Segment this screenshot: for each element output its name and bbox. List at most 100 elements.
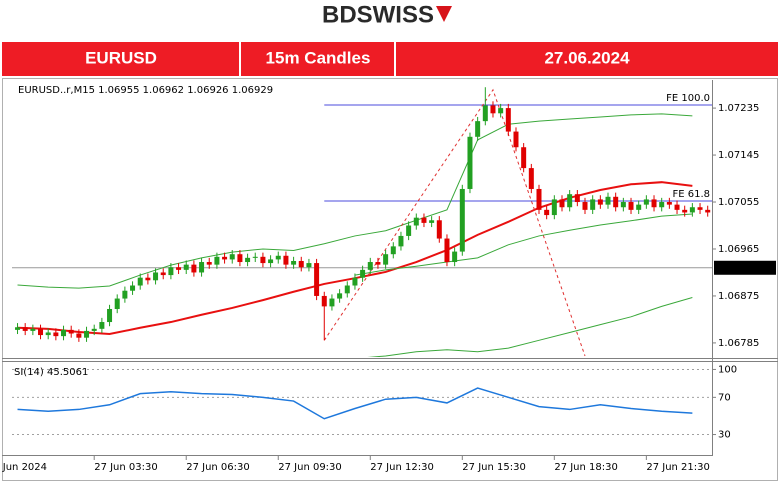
logo: BDSWISS [322, 1, 434, 28]
y-tick-label: 1.06785 [718, 338, 759, 349]
chart-info: EURUSD..r,M15 1.06955 1.06962 1.06926 1.… [18, 85, 273, 96]
candle-body [436, 220, 442, 239]
x-tick-label: 27 Jun 18:30 [554, 462, 618, 473]
candle-body [360, 269, 366, 278]
candle-body [352, 277, 358, 286]
rsi-plot [12, 368, 712, 436]
candle-body [467, 136, 473, 189]
y-tick-label: 1.07235 [718, 103, 759, 114]
candle-body [245, 257, 251, 263]
y-tick-label: 70 [718, 392, 731, 403]
candle-body [689, 207, 695, 213]
candle-body [199, 262, 205, 273]
candle-body [643, 199, 649, 205]
candle-body [367, 262, 373, 270]
candle-body [130, 285, 136, 291]
x-tick-label: 27 Jun 2024 [0, 462, 47, 473]
candle-body [107, 308, 113, 323]
candle-body [498, 108, 504, 114]
candle-body [344, 285, 350, 294]
candle-body [666, 202, 672, 205]
candle-body [590, 199, 596, 210]
candle-body [206, 262, 212, 265]
indicator-line [354, 213, 693, 276]
candle-body [91, 328, 97, 331]
candle-body [651, 199, 657, 208]
candle-body [237, 254, 243, 263]
candle-body [183, 264, 189, 270]
candle-body [99, 322, 105, 329]
candle-body [582, 202, 588, 210]
candle-body [329, 298, 335, 307]
candle-body [68, 329, 74, 334]
candle-body [505, 108, 511, 132]
candle-body [222, 256, 228, 260]
candle-body [214, 256, 220, 265]
candle-body [38, 328, 44, 336]
bid-box [714, 260, 776, 275]
y-tick-label: 100 [718, 364, 737, 375]
fibo-line [323, 88, 586, 357]
candle-body [406, 225, 412, 236]
rsi-title: SI(14) 45.5061 [14, 367, 88, 378]
x-tick-label: 27 Jun 15:30 [462, 462, 526, 473]
fe-label: FE 61.8 [672, 189, 710, 200]
candle-body [298, 260, 304, 268]
price-plot: FE 100.0 FE 61.8 [12, 87, 712, 357]
candle-body [697, 207, 703, 210]
candle-body [567, 194, 573, 208]
candle-body [528, 168, 534, 189]
x-tick-label: 27 Jun 09:30 [278, 462, 342, 473]
x-tick-label: 27 Jun 06:30 [186, 462, 250, 473]
frame [2, 78, 778, 481]
candle-body [521, 147, 527, 169]
candle-body [605, 196, 611, 205]
candle-body [490, 105, 496, 114]
candle-body [551, 199, 557, 216]
candle-body [45, 332, 51, 336]
candle-body [61, 329, 67, 337]
candle-body [452, 251, 458, 263]
candle-body [390, 246, 396, 255]
bid-label: 1.06929 [718, 263, 759, 274]
candle-body [160, 272, 166, 276]
candle-body [574, 194, 580, 203]
candle-body [597, 199, 603, 205]
candle-body [536, 188, 542, 210]
candle-body [613, 196, 619, 208]
candle-body [513, 131, 519, 148]
logo-icon [436, 6, 452, 22]
candle-body [398, 235, 404, 247]
x-tick-label: 27 Jun 03:30 [94, 462, 158, 473]
candle-body [122, 290, 128, 299]
candle-body [229, 254, 235, 260]
candle-body [314, 263, 320, 296]
fe-label: FE 100.0 [666, 93, 710, 104]
candle-body [76, 333, 82, 338]
candle-body [413, 217, 419, 226]
candle-body [291, 260, 297, 265]
candle-body [705, 209, 711, 213]
candle-body [636, 204, 642, 210]
candle-body [659, 202, 665, 208]
header-cell: 27.06.2024 [544, 48, 630, 67]
candle-body [168, 267, 174, 276]
candle-body [84, 330, 90, 338]
candle-body [337, 293, 343, 299]
candle-body [482, 105, 488, 122]
candle-body [429, 220, 435, 223]
candle-body [628, 202, 634, 210]
candle-body [260, 256, 266, 264]
candle-body [145, 277, 151, 281]
candle-body [682, 209, 688, 213]
candle-body [176, 267, 182, 270]
y-tick-label: 1.07055 [718, 197, 759, 208]
y-tick-label: 1.06875 [718, 291, 759, 302]
y-tick-label: 30 [718, 430, 731, 441]
candle-body [268, 259, 274, 264]
candle-body [544, 209, 550, 216]
candle-body [421, 217, 427, 223]
candle-body [153, 272, 159, 281]
